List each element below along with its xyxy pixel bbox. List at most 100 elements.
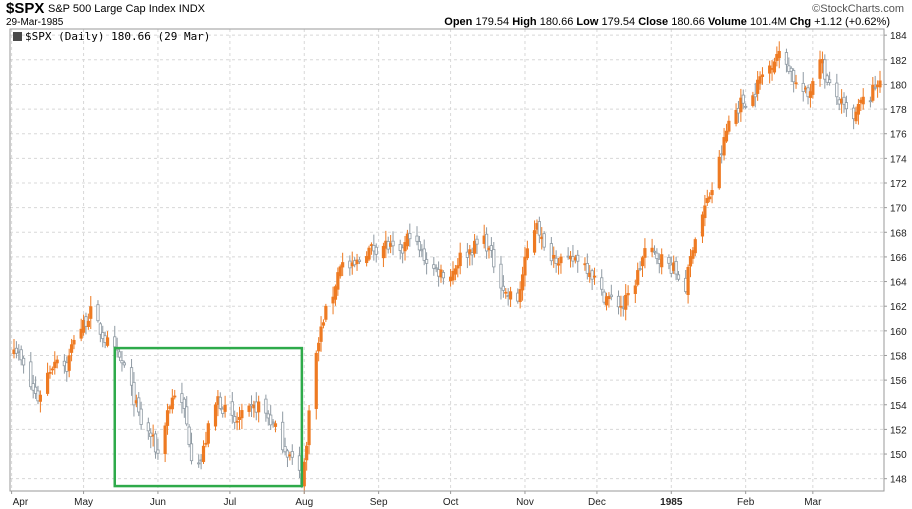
- candle-body: [314, 352, 318, 409]
- candle-body: [468, 249, 472, 255]
- index-full-name: S&P 500 Large Cap Index: [48, 3, 176, 15]
- candle-body: [856, 103, 861, 115]
- close-label: Close: [638, 16, 669, 28]
- candle-body: [233, 416, 237, 423]
- candle-body: [235, 420, 239, 423]
- low-label: Low: [576, 16, 599, 28]
- candle-body: [724, 130, 729, 142]
- candle-body: [50, 368, 54, 371]
- plot-frame: [9, 28, 885, 492]
- candle-body: [189, 443, 194, 462]
- candle-body: [417, 241, 422, 251]
- candle-body: [616, 295, 621, 308]
- candle-body: [758, 76, 762, 84]
- low-value: 179.54: [601, 16, 636, 28]
- candle-body: [338, 266, 342, 277]
- candle-body: [283, 446, 287, 453]
- candle-body: [324, 305, 328, 320]
- candle-body: [489, 245, 493, 251]
- candle-body: [784, 52, 789, 65]
- candle-body: [72, 339, 76, 345]
- x-tick-label: Aug: [295, 497, 313, 508]
- candle-body: [592, 275, 597, 278]
- candle-body: [600, 277, 604, 290]
- candle-body: [29, 361, 33, 388]
- y-tick-label: 182: [890, 56, 907, 67]
- candle-body: [609, 294, 613, 298]
- candle-body: [552, 254, 556, 259]
- candle-body: [878, 80, 882, 88]
- candle-body: [180, 393, 184, 404]
- candle-body: [585, 263, 589, 274]
- candle-body: [751, 95, 755, 106]
- candle-body: [197, 462, 201, 465]
- candle-body: [451, 270, 455, 281]
- candle-body: [760, 74, 765, 77]
- candle-body: [501, 285, 505, 291]
- high-label: High: [512, 16, 537, 28]
- candle-body: [518, 289, 522, 302]
- candle-body: [165, 410, 170, 426]
- candle-body: [484, 233, 489, 252]
- volume-value: 101.4M: [749, 16, 787, 28]
- y-tick-label: 154: [890, 401, 907, 412]
- y-tick-label: 160: [890, 327, 907, 338]
- candle-body: [163, 425, 167, 455]
- candle-body: [472, 240, 477, 254]
- candle-body: [185, 406, 189, 425]
- y-tick-label: 156: [890, 376, 907, 387]
- y-tick-label: 168: [890, 228, 907, 239]
- candle-body: [331, 296, 335, 304]
- brand-label: ©StockCharts.com: [812, 3, 904, 15]
- quote-date: 29-Mar-1985: [6, 17, 64, 28]
- x-tick-label: Jun: [150, 497, 166, 508]
- candle-body: [422, 248, 426, 261]
- candle-body: [117, 351, 122, 358]
- y-axis: 148 150 152 154 156 158 160 162 164 166 168 170 172 1…: [884, 31, 907, 486]
- candle-body: [688, 256, 693, 267]
- open-label: Open: [444, 16, 473, 28]
- candle-body: [818, 59, 822, 79]
- candle-body: [297, 455, 302, 471]
- candle-body: [129, 367, 134, 386]
- candle-body: [425, 259, 429, 264]
- candle-body: [53, 361, 57, 369]
- candle-body: [434, 267, 438, 270]
- candle-body: [415, 235, 419, 242]
- candle-body: [240, 410, 244, 419]
- candle-body: [861, 96, 865, 105]
- candle-body: [453, 268, 457, 275]
- candle-body: [213, 404, 218, 427]
- x-tick-label: Oct: [443, 497, 459, 508]
- candle-body: [139, 408, 143, 425]
- symbol-label: $SPX: [6, 0, 45, 17]
- candle-body: [549, 243, 553, 262]
- candle-body: [638, 268, 642, 270]
- y-tick-label: 172: [890, 179, 907, 190]
- candle-body: [523, 256, 527, 276]
- candle-body: [218, 396, 222, 409]
- candle-body: [650, 247, 654, 253]
- candle-body: [739, 97, 743, 113]
- y-tick-label: 158: [890, 351, 907, 362]
- candle-body: [520, 274, 525, 291]
- candle-body: [868, 100, 873, 103]
- index-name: S&P 500 Large Cap Index INDX: [48, 3, 205, 15]
- candle-body: [475, 238, 479, 245]
- candle-body: [206, 423, 210, 444]
- volume-label: Volume: [707, 16, 747, 28]
- candle-body: [792, 70, 796, 83]
- candle-body: [794, 82, 798, 85]
- candle-body: [655, 252, 659, 259]
- candle-body: [492, 249, 496, 268]
- candle-body: [734, 109, 738, 124]
- candle-body: [55, 359, 59, 364]
- candle-body: [170, 397, 174, 410]
- candle-body: [801, 82, 805, 93]
- candle-body: [305, 445, 309, 461]
- candle-body: [153, 433, 158, 453]
- candle-body: [525, 248, 529, 259]
- candle-body: [173, 395, 177, 398]
- candle-body: [132, 381, 136, 406]
